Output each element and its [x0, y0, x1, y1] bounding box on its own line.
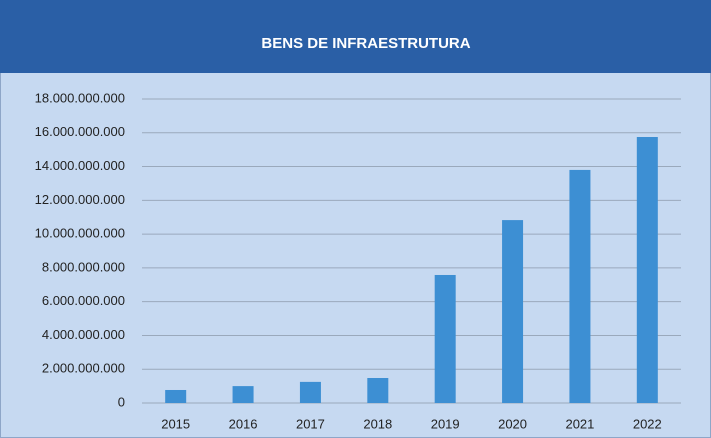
- y-tick-label: 18.000.000.000: [35, 90, 125, 105]
- y-tick-label: 6.000.000.000: [42, 293, 125, 308]
- bar: [232, 386, 254, 403]
- bar: [502, 220, 524, 403]
- x-tick-label: 2016: [229, 416, 258, 431]
- y-tick-label: 8.000.000.000: [42, 259, 125, 274]
- y-tick-label: 4.000.000.000: [42, 327, 125, 342]
- y-tick-label: 14.000.000.000: [35, 158, 125, 173]
- chart-title: BENS DE INFRAESTRUTURA: [261, 35, 470, 52]
- bar: [636, 137, 658, 403]
- bar: [165, 389, 187, 403]
- header: [0, 0, 711, 73]
- y-tick-label: 16.000.000.000: [35, 124, 125, 139]
- x-tick-label: 2021: [565, 416, 594, 431]
- x-tick-label: 2015: [161, 416, 190, 431]
- y-tick-label: 10.000.000.000: [35, 226, 125, 241]
- x-tick-label: 2022: [633, 416, 662, 431]
- y-tick-label: 12.000.000.000: [35, 192, 125, 207]
- y-tick-label: 0: [118, 394, 125, 409]
- x-tick-label: 2017: [296, 416, 325, 431]
- bar: [299, 381, 321, 403]
- x-tick-label: 2019: [431, 416, 460, 431]
- x-tick-label: 2020: [498, 416, 527, 431]
- x-tick-label: 2018: [363, 416, 392, 431]
- bar: [434, 274, 456, 403]
- bar: [569, 169, 591, 403]
- y-tick-label: 2.000.000.000: [42, 361, 125, 376]
- bar: [367, 378, 389, 403]
